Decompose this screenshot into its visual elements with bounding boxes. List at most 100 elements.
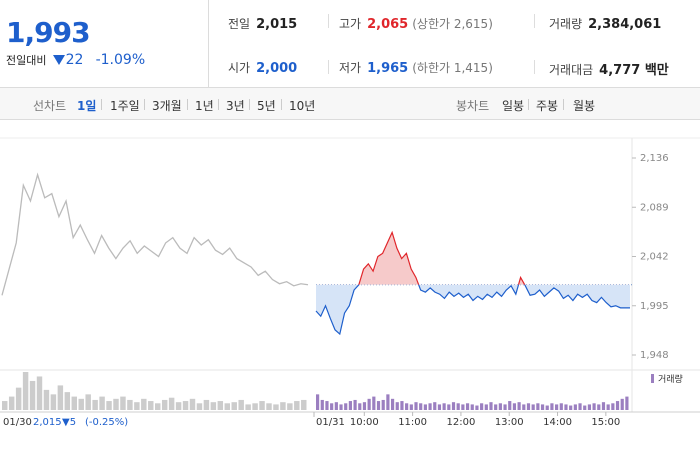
prev-volume-bar (224, 403, 230, 410)
today-volume-bar (358, 403, 362, 410)
prev-volume-bar (2, 401, 8, 410)
divider (144, 99, 145, 110)
today-volume-bar (330, 403, 334, 410)
prev-volume-bar (71, 396, 77, 410)
today-volume-bar (606, 404, 610, 410)
prev-volume-bar (50, 394, 57, 410)
today-volume-bar (456, 403, 460, 410)
today-volume-bar (475, 405, 479, 410)
today-volume-bar (569, 405, 573, 410)
divider (101, 99, 102, 110)
today-volume-bar (611, 403, 615, 410)
prev-volume-bar (196, 403, 203, 410)
y-tick-label: 1,995 (640, 301, 669, 312)
today-volume-bar (386, 394, 390, 410)
prev-volume-bar (238, 399, 244, 410)
prev-volume-bar (99, 396, 105, 410)
today-volume-bar (592, 403, 596, 410)
prev-day-price-line (1, 172, 309, 296)
x-tick-label: 14:00 (543, 417, 572, 428)
today-volume-bar (597, 404, 601, 410)
today-volume-bar (545, 405, 549, 410)
tab-daily-candle[interactable]: 일봉 (502, 99, 525, 113)
prev-volume-bar (57, 385, 64, 410)
prev-volume-bar (141, 398, 147, 410)
today-volume-bar (465, 403, 470, 410)
today-volume-bar (512, 403, 517, 410)
x-tick-label: 12:00 (447, 417, 476, 428)
today-volume-bar (414, 402, 418, 410)
prev-volume-bar (113, 398, 119, 410)
today-volume-bar (353, 399, 357, 410)
tab-10year[interactable]: 10년 (289, 99, 316, 113)
today-volume-bar (372, 396, 376, 410)
intraday-chart: 2,136 2,089 2,042 1,995 1,948 01/30 2,015 ▼5… (0, 137, 700, 428)
prev-volume-bar (273, 404, 279, 410)
volume-bars (2, 372, 629, 410)
prev-volume-bar (182, 401, 189, 410)
today-volume-bar (447, 404, 451, 410)
area-above-prev-close (358, 232, 525, 285)
today-volume-bar (494, 404, 498, 410)
prev-change-label: ▼5 (62, 417, 76, 428)
today-volume-bar (555, 404, 559, 410)
prev-volume-bar (92, 399, 98, 410)
today-volume-bar (480, 403, 484, 410)
x-tick-label: 15:00 (591, 417, 620, 428)
today-volume-bar (484, 404, 488, 410)
today-volume-bar (433, 402, 437, 410)
prev-volume-bar (29, 380, 36, 410)
stat-volume-value: 2,384,061 (588, 17, 662, 32)
tab-1year[interactable]: 1년 (195, 99, 214, 113)
prev-volume-bar (280, 402, 286, 410)
today-volume-bar (381, 399, 385, 410)
today-volume-bar (442, 403, 446, 410)
today-volume-bar (423, 404, 427, 410)
chart-grid (0, 137, 700, 413)
stat-amount-label: 거래대금 (549, 63, 594, 77)
down-triangle-icon (52, 55, 65, 65)
divider (281, 99, 282, 110)
today-volume-bar (522, 404, 526, 410)
today-volume-bar (625, 396, 629, 410)
today-volume-bar (320, 399, 324, 410)
tab-5year[interactable]: 5년 (257, 99, 276, 113)
y-axis-ticks: 2,136 2,089 2,042 1,995 1,948 (632, 153, 669, 361)
today-volume-bar (419, 403, 423, 410)
tab-3year[interactable]: 3년 (226, 99, 245, 113)
divider (328, 14, 329, 28)
today-volume-bar (531, 404, 535, 410)
tab-1day[interactable]: 1일 (77, 99, 97, 113)
stat-volume-label: 거래량 (549, 17, 583, 31)
prev-volume-bar (8, 396, 15, 410)
x-tick-label: 13:00 (495, 417, 524, 428)
stat-low-label: 저가 (339, 61, 362, 75)
stat-prev-close-value: 2,015 (256, 17, 298, 32)
y-tick-label: 2,136 (640, 153, 669, 164)
tab-weekly-candle[interactable]: 주봉 (536, 99, 559, 113)
stat-amount: 거래대금 4,777 백만 (549, 59, 669, 78)
divider (563, 99, 564, 110)
volume-legend: 거래량 (651, 373, 683, 385)
current-price: 1,993 (6, 16, 91, 49)
prev-volume-bar (189, 398, 196, 410)
quote-header: 1,993 전일대비 22 -1.09% 전일 2,015 고가 2,065 (상한가… (0, 0, 700, 88)
prev-volume-bar (127, 399, 133, 410)
today-price-line-up (358, 230, 526, 285)
tab-1week[interactable]: 1주일 (110, 99, 140, 113)
today-volume-bar (316, 394, 320, 410)
stat-open-label: 시가 (228, 61, 251, 75)
prev-volume-bar (210, 402, 217, 410)
today-volume-bar (526, 403, 531, 410)
today-volume-bar (508, 401, 512, 410)
today-volume-bar (395, 402, 399, 410)
today-volume-bar (498, 403, 502, 410)
prev-day-series (1, 172, 309, 296)
prev-volume-bar (78, 398, 84, 410)
stat-lower-limit: (하한가 1,415) (412, 61, 493, 75)
prev-volume-bar (22, 372, 29, 410)
today-series (315, 230, 632, 336)
stat-high-label: 고가 (339, 17, 362, 31)
tab-3month[interactable]: 3개월 (152, 99, 182, 113)
tab-monthly-candle[interactable]: 월봉 (573, 99, 596, 113)
